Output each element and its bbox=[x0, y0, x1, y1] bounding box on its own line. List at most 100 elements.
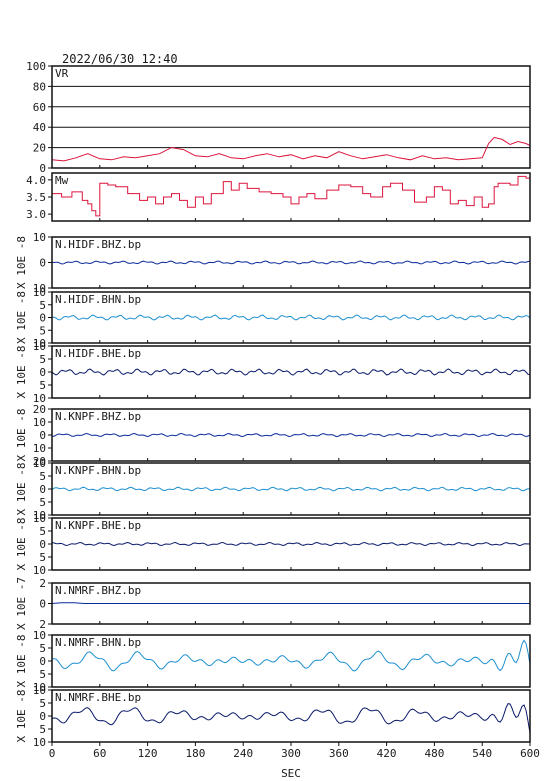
x-tick-label: 300 bbox=[281, 747, 301, 760]
x-tick-label: 240 bbox=[233, 747, 253, 760]
y-tick-label: 5 bbox=[39, 470, 46, 483]
timestamp-title: 2022/06/30 12:40 bbox=[62, 52, 178, 66]
y-tick-label: 0 bbox=[39, 162, 46, 175]
y-tick-label: 5 bbox=[39, 525, 46, 538]
x-axis-label: SEC bbox=[281, 767, 301, 780]
panel-label: Mw bbox=[55, 174, 69, 187]
y-tick-label: 10 bbox=[33, 457, 46, 470]
y-axis-label: X 10E -8 bbox=[15, 236, 28, 289]
y-tick-label: 10 bbox=[33, 340, 46, 353]
series-line bbox=[51, 136, 531, 162]
panel-label: N.KNPF.BHN.bp bbox=[55, 464, 141, 477]
y-tick-label: 10 bbox=[33, 629, 46, 642]
y-tick-label: 5 bbox=[39, 353, 46, 366]
y-tick-label: 10 bbox=[33, 231, 46, 244]
y-tick-label: 5 bbox=[39, 668, 46, 681]
panel-label: N.KNPF.BHZ.bp bbox=[55, 410, 141, 423]
x-tick-label: 540 bbox=[472, 747, 492, 760]
y-tick-label: 0 bbox=[39, 538, 46, 551]
series-line bbox=[51, 602, 530, 604]
y-axis-label: X 10E -7 bbox=[15, 577, 28, 630]
y-tick-label: 3.5 bbox=[26, 191, 46, 204]
panel-8: 2 0 2 N.NMRF.BHZ.bp X 10E -7 bbox=[15, 577, 531, 631]
y-tick-label: 10 bbox=[33, 564, 46, 577]
y-tick-label: 100 bbox=[26, 60, 46, 73]
y-tick-label: 3.0 bbox=[26, 208, 46, 221]
x-tick-label: 420 bbox=[377, 747, 397, 760]
series-line bbox=[51, 703, 531, 734]
y-tick-label: 2 bbox=[39, 577, 46, 590]
y-tick-label: 20 bbox=[33, 455, 46, 468]
y-tick-label: 10 bbox=[33, 416, 46, 429]
y-tick-label: 10 bbox=[33, 736, 46, 749]
x-tick-label: 0 bbox=[49, 747, 56, 760]
panel-label: N.NMRF.BHN.bp bbox=[55, 636, 141, 649]
y-tick-label: 80 bbox=[33, 80, 46, 93]
series-line bbox=[52, 432, 531, 438]
panel-label: N.HIDF.BHZ.bp bbox=[55, 238, 141, 251]
series-line bbox=[52, 175, 531, 217]
y-tick-label: 0 bbox=[39, 257, 46, 270]
y-axis-label: X 10E -8 bbox=[15, 690, 28, 743]
y-axis-label: X 10E -8 bbox=[15, 518, 28, 571]
y-tick-label: 0 bbox=[39, 483, 46, 496]
y-axis-label: X 10E -8 bbox=[15, 463, 28, 516]
y-tick-label: 10 bbox=[33, 282, 46, 295]
y-tick-label: 5 bbox=[39, 496, 46, 509]
y-tick-label: 5 bbox=[39, 324, 46, 337]
y-tick-label: 10 bbox=[33, 681, 46, 694]
y-tick-label: 20 bbox=[33, 142, 46, 155]
y-tick-label: 4.0 bbox=[26, 174, 46, 187]
x-tick-label: 120 bbox=[138, 747, 158, 760]
y-tick-label: 20 bbox=[33, 403, 46, 416]
x-tick-label: 480 bbox=[424, 747, 444, 760]
series-line bbox=[51, 260, 531, 265]
y-axis-label: X 10E -8 bbox=[15, 635, 28, 688]
panel-label: N.HIDF.BHE.bp bbox=[55, 347, 141, 360]
y-tick-label: 5 bbox=[39, 299, 46, 312]
panel-label: N.KNPF.BHE.bp bbox=[55, 519, 141, 532]
y-tick-label: 10 bbox=[33, 337, 46, 350]
y-tick-label: 5 bbox=[39, 551, 46, 564]
panel-1: 3.0 3.5 4.0 Mw bbox=[26, 172, 531, 222]
y-tick-label: 10 bbox=[33, 684, 46, 697]
y-tick-label: 0 bbox=[39, 429, 46, 442]
y-tick-label: 5 bbox=[39, 723, 46, 736]
panel-frame bbox=[51, 65, 531, 169]
y-tick-label: 0 bbox=[39, 710, 46, 723]
y-tick-label: 5 bbox=[39, 642, 46, 655]
x-tick-label: 60 bbox=[93, 747, 106, 760]
y-tick-label: 60 bbox=[33, 101, 46, 114]
y-axis-label: X 10E -8 bbox=[15, 346, 28, 399]
panel-label: N.NMRF.BHE.bp bbox=[55, 691, 141, 704]
y-tick-label: 0 bbox=[39, 312, 46, 325]
y-tick-label: 40 bbox=[33, 121, 46, 134]
y-tick-label: 10 bbox=[33, 442, 46, 455]
series-line bbox=[51, 486, 531, 492]
y-tick-label: 10 bbox=[33, 392, 46, 405]
series-line bbox=[51, 541, 531, 547]
y-tick-label: 0 bbox=[39, 598, 46, 611]
y-tick-label: 5 bbox=[39, 379, 46, 392]
series-line bbox=[51, 639, 531, 672]
series-line bbox=[51, 368, 531, 376]
y-tick-label: 10 bbox=[33, 286, 46, 299]
panel-2: 10 0 10 N.HIDF.BHZ.bp X 10E -8 bbox=[15, 231, 531, 295]
y-tick-label: 2 bbox=[39, 618, 46, 631]
y-tick-label: 10 bbox=[33, 509, 46, 522]
y-axis-label: X 10E -8 bbox=[15, 291, 28, 344]
panel-label: N.HIDF.BHN.bp bbox=[55, 293, 141, 306]
panel-0: 0 20 40 60 80 100 VR bbox=[26, 60, 531, 175]
y-tick-label: 10 bbox=[33, 512, 46, 525]
panel-label: N.NMRF.BHZ.bp bbox=[55, 584, 141, 597]
x-tick-label: 600 bbox=[520, 747, 540, 760]
panel-label: VR bbox=[55, 67, 69, 80]
series-line bbox=[51, 314, 531, 321]
x-tick-label: 180 bbox=[185, 747, 205, 760]
